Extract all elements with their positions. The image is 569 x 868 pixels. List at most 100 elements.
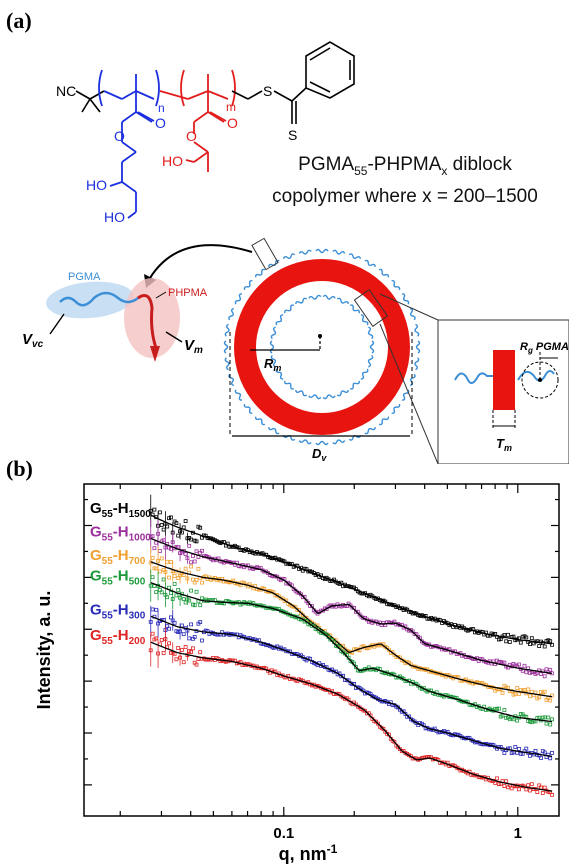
n-label: n	[158, 101, 165, 115]
data-point	[513, 663, 518, 668]
series-markers	[148, 494, 554, 649]
data-point	[187, 598, 192, 603]
data-point	[168, 560, 173, 564]
saxs-chart: 0.1 1 Intensity, a. u. q, nm-1 G55-H1500G…	[34, 483, 560, 864]
corona-chain	[369, 340, 375, 354]
data-point	[194, 662, 199, 667]
data-point	[159, 523, 164, 527]
rm-label: Rm	[264, 356, 281, 373]
data-point	[192, 559, 197, 564]
data-point	[524, 746, 529, 751]
data-point	[540, 715, 545, 720]
data-point	[183, 644, 188, 649]
corona-chain	[358, 313, 370, 327]
data-point	[504, 639, 509, 644]
data-point	[493, 780, 498, 785]
data-point	[542, 785, 547, 790]
tm-label: Tm	[496, 436, 512, 453]
data-point	[150, 534, 155, 539]
corona-chain	[377, 267, 390, 280]
data-point	[167, 626, 172, 631]
data-point	[189, 537, 194, 542]
data-point	[165, 624, 170, 629]
data-point	[502, 660, 507, 665]
data-point	[168, 515, 173, 520]
data-point	[515, 718, 520, 723]
data-point	[157, 569, 162, 574]
corona-chain	[336, 296, 350, 307]
data-point	[522, 663, 527, 668]
data-point	[196, 657, 201, 662]
data-point	[183, 600, 188, 605]
data-point	[189, 622, 194, 627]
data-point	[176, 533, 181, 538]
data-point	[544, 721, 549, 726]
series-fit-line	[150, 561, 553, 698]
data-point	[165, 559, 170, 564]
vesicle-membrane	[234, 259, 410, 435]
corona-chain	[348, 379, 361, 391]
data-point	[540, 791, 545, 795]
data-point	[524, 670, 529, 675]
chemical-structure: NC n O O HO HO	[56, 41, 355, 225]
data-point	[183, 552, 188, 556]
data-point	[515, 686, 520, 691]
corona-chain	[322, 294, 336, 301]
data-point	[518, 640, 523, 645]
corona-chain	[413, 356, 420, 371]
series-fit-line	[150, 514, 553, 645]
corona-chain	[315, 440, 329, 446]
corona-chain	[269, 340, 275, 354]
data-point	[157, 549, 162, 553]
o-label-red-carbonyl: O	[227, 115, 238, 131]
corona-chain	[389, 279, 402, 292]
data-point	[550, 750, 554, 755]
corona-chain	[331, 249, 346, 256]
series-fit-line	[150, 615, 553, 757]
corona-chain	[254, 267, 267, 280]
data-point	[176, 646, 181, 650]
data-point	[548, 667, 553, 672]
data-point	[194, 549, 199, 554]
data-point	[200, 548, 204, 553]
corona-chain	[347, 252, 362, 261]
data-point	[517, 691, 521, 696]
series-label: G55-H300	[90, 601, 146, 621]
corona-chain	[227, 307, 236, 322]
data-point	[495, 776, 499, 781]
phpma-label: PHPMA	[168, 287, 208, 299]
x-axis-label: q, nm-1	[279, 842, 338, 864]
corona-chain	[366, 326, 374, 340]
data-point	[526, 783, 531, 788]
data-point	[522, 687, 527, 692]
data-point	[174, 593, 179, 598]
data-point	[518, 711, 523, 716]
corona-chain	[347, 433, 362, 442]
data-point	[526, 687, 531, 692]
caption-line-2: copolymer where x = 200–1500	[272, 185, 538, 207]
data-point	[200, 580, 204, 585]
data-point	[159, 638, 164, 642]
data-point	[529, 782, 534, 787]
corona-chain	[294, 296, 308, 307]
data-point	[517, 746, 521, 751]
corona-chain	[415, 340, 421, 354]
curved-arrow	[149, 244, 253, 279]
series-markers	[148, 546, 554, 703]
data-point	[174, 657, 179, 662]
data-point	[542, 715, 547, 720]
corona-chain	[308, 294, 322, 301]
data-point	[502, 708, 507, 712]
data-point	[496, 706, 501, 711]
data-point	[198, 603, 203, 608]
corona-chain	[298, 249, 313, 256]
caption-mid: -PHPMA	[367, 154, 442, 175]
data-point	[537, 644, 542, 649]
data-point	[189, 649, 194, 654]
corona-chain	[242, 402, 255, 415]
data-point	[194, 589, 199, 594]
data-point	[167, 641, 172, 646]
series-label: G55-H1500	[90, 500, 151, 520]
data-point	[542, 750, 547, 755]
corona-chain	[363, 258, 377, 269]
